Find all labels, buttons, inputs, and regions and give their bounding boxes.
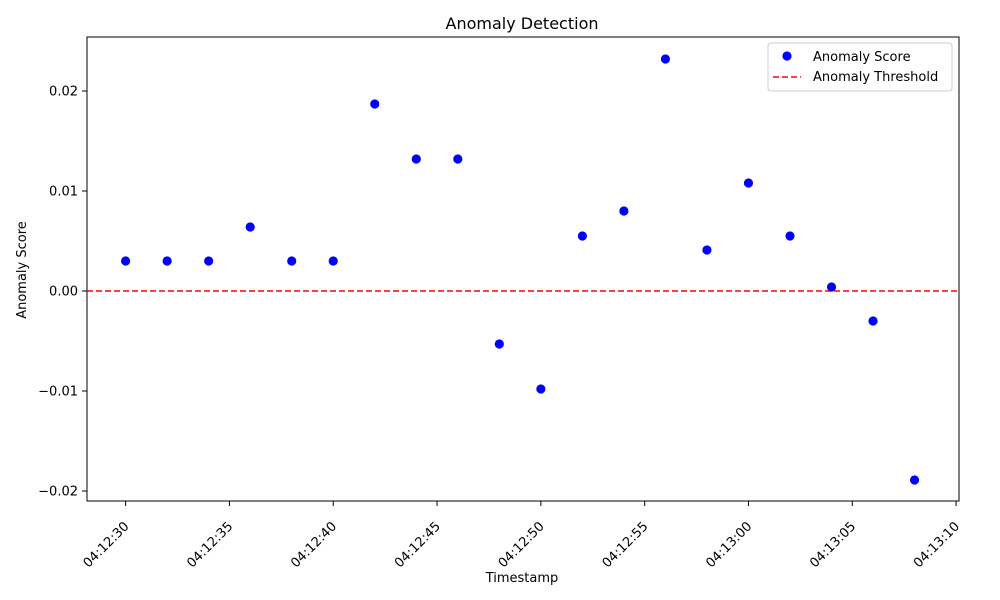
data-point	[370, 99, 380, 109]
data-point	[826, 282, 837, 292]
legend-marker-score	[782, 51, 792, 61]
x-tick-label: 04:12:45	[392, 519, 444, 571]
y-tick-label: 0.00	[49, 285, 78, 300]
data-point	[245, 222, 255, 232]
x-tick-label: 04:12:40	[288, 519, 340, 571]
y-tick-label: 0.02	[49, 85, 78, 100]
legend-box	[767, 42, 953, 92]
data-point	[328, 256, 338, 266]
legend-label-score: Anomaly Score	[813, 50, 911, 65]
data-point	[494, 339, 504, 349]
chart-title: Anomaly Detection	[446, 14, 599, 33]
y-tick-label: 0.01	[49, 185, 78, 200]
x-tick-label: 04:13:05	[807, 519, 859, 571]
x-tick-label: 04:12:55	[600, 519, 652, 571]
data-point	[619, 206, 629, 216]
x-tick-label: 04:12:50	[496, 519, 548, 571]
y-tick-label: −0.01	[38, 385, 78, 400]
data-point	[577, 231, 587, 241]
data-point	[660, 54, 671, 64]
data-point	[536, 384, 546, 394]
data-point	[121, 256, 131, 266]
x-tick-label: 04:13:00	[703, 519, 755, 571]
y-tick-label: −0.02	[38, 485, 78, 500]
y-axis-label: Anomaly Score	[15, 221, 30, 319]
data-point	[743, 178, 754, 188]
data-point	[453, 154, 463, 164]
x-tick-label: 04:13:10	[911, 519, 963, 571]
data-point	[411, 154, 421, 164]
data-point	[702, 245, 712, 255]
data-point	[785, 231, 795, 241]
data-point	[162, 256, 172, 266]
data-point	[868, 316, 878, 326]
x-tick-label: 04:12:30	[81, 519, 133, 571]
legend-label-threshold: Anomaly Threshold	[813, 70, 938, 85]
data-point	[909, 475, 920, 485]
data-point	[287, 256, 297, 266]
x-axis-label: Timestamp	[485, 571, 559, 586]
plot-frame	[86, 36, 960, 502]
data-point	[204, 256, 214, 266]
plot-area: 04:12:30 04:12:35 04:12:40 04:12:45 04:12:50…	[38, 36, 963, 571]
x-tick-label: 04:12:35	[184, 519, 236, 571]
